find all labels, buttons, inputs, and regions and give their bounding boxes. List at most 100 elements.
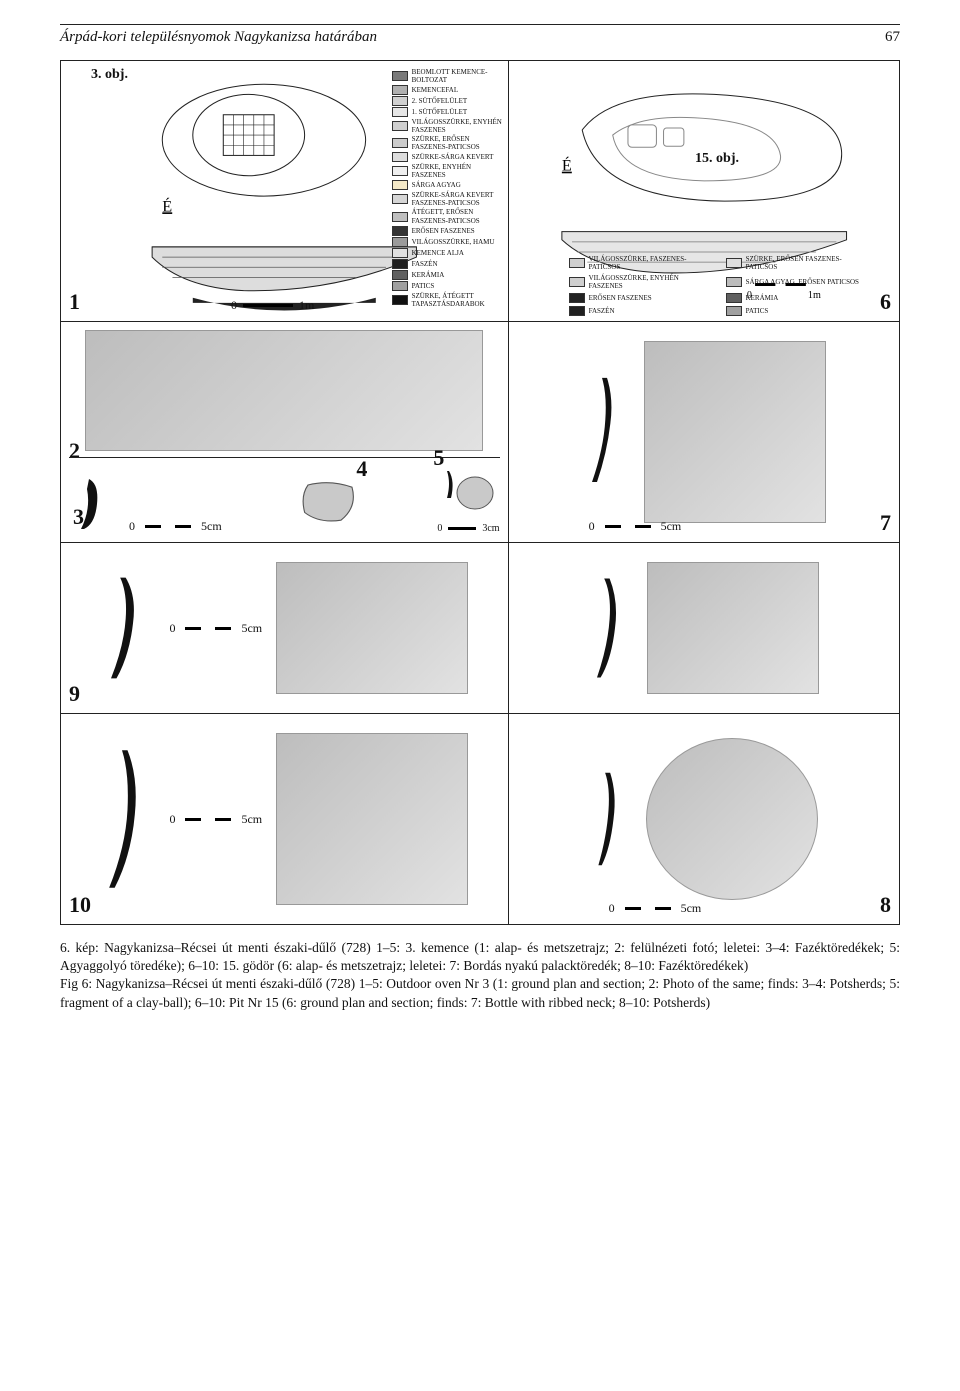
legend-label: BEOMLOTT KEMENCE-BOLTOZAT: [412, 68, 504, 84]
legend-swatch-icon: [569, 258, 585, 268]
legend-swatch-icon: [392, 96, 408, 106]
panel-1: 3. obj. 1 É BEOMLOTT KEMENCE: [61, 61, 509, 321]
scale-5cm-7: 0 5cm: [589, 519, 682, 534]
legend-label: SZÜRKE-SÁRGA KEVERT: [412, 153, 494, 161]
fig-number-4: 4: [356, 456, 367, 482]
sherd-profile-8: [590, 744, 632, 894]
legend-item: SZÜRKE-SÁRGA KEVERT FASZENES-PATICSOS: [392, 191, 504, 207]
photo-rim-9: [276, 562, 468, 694]
legend-swatch-icon: [392, 270, 408, 280]
legend-item: 2. SÜTŐFELÜLET: [392, 96, 504, 106]
legend-swatch-icon: [392, 259, 408, 269]
photo-oven: [85, 330, 483, 451]
sherd-4: [290, 474, 370, 529]
legend-item: KERÁMIA: [392, 270, 504, 280]
scale-dash-icon: [605, 525, 621, 528]
legend-swatch-icon: [569, 277, 585, 287]
clayball-5: [437, 463, 497, 518]
legend-item: SÁRGA AGYAG, ERŐSEN PATICSOS: [726, 274, 869, 290]
panel-2-3-4-5: 2 3 0 5cm 4: [61, 322, 509, 542]
legend-item: KEMENCEFAL: [392, 85, 504, 95]
legend-label: VILÁGOSSZÜRKE, FASZENES-PATICSOS: [589, 255, 712, 271]
scale-1m-left: 0 1m: [231, 298, 314, 313]
legend-swatch-icon: [392, 180, 408, 190]
legend-label: SZÜRKE, ERŐSEN FASZENES-PATICSOS: [746, 255, 869, 271]
figure-plate: 3. obj. 1 É BEOMLOTT KEMENCE: [60, 60, 900, 925]
legend-label: PATICS: [412, 282, 435, 290]
legend-item: ERŐSEN FASZENES: [569, 293, 712, 303]
scale-dash-icon: [655, 907, 671, 910]
legend-item: SZÜRKE, ERŐSEN FASZENES-PATICSOS: [726, 255, 869, 271]
panel-6: 15. obj. 6 É 0 1m: [509, 61, 899, 321]
bottle-profile-7: [582, 342, 632, 522]
legend-label: SZÜRKE-SÁRGA KEVERT FASZENES-PATICSOS: [412, 191, 504, 207]
legend-label: SZÜRKE, ÁTÉGETT TAPASZTÁSDARABOK: [412, 292, 504, 308]
legend-label: FASZÉN: [412, 260, 438, 268]
legend-label: SZÜRKE, ENYHÉN FASZENES: [412, 163, 504, 179]
legend-item: 1. SÜTŐFELÜLET: [392, 107, 504, 117]
photo-sherd-8a: [647, 562, 819, 694]
panel-8: 8 0 5cm: [509, 714, 899, 924]
page-number: 67: [885, 29, 900, 46]
running-title: Árpád-kori településnyomok Nagykanizsa h…: [60, 29, 377, 46]
figure-caption: 6. kép: Nagykanizsa–Récsei út menti észa…: [60, 939, 900, 1012]
fig-number-1: 1: [69, 289, 80, 315]
caption-hu: 6. kép: Nagykanizsa–Récsei út menti észa…: [60, 940, 900, 973]
legend-item: FASZÉN: [569, 306, 712, 316]
legend-swatch-icon: [392, 166, 408, 176]
legend-item: SZÜRKE, ERŐSEN FASZENES-PATICSOS: [392, 135, 504, 151]
legend-label: VILÁGOSSZÜRKE, ENYHÉN FASZENES: [412, 118, 504, 134]
fig-number-6: 6: [880, 289, 891, 315]
legend-label: VILÁGOSSZÜRKE, ENYHÉN FASZENES: [589, 274, 712, 290]
running-header: Árpád-kori településnyomok Nagykanizsa h…: [60, 29, 900, 46]
legend-swatch-icon: [392, 121, 408, 131]
legend-label: SÁRGA AGYAG, ERŐSEN PATICSOS: [746, 278, 859, 286]
page: Árpád-kori településnyomok Nagykanizsa h…: [0, 0, 960, 1052]
sherd-profile-10: [100, 729, 155, 909]
legend-label: ERŐSEN FASZENES: [589, 294, 652, 302]
scale-5cm-9: 0 5cm: [169, 621, 262, 636]
legend-right: VILÁGOSSZÜRKE, FASZENES-PATICSOS SZÜRKE, …: [569, 254, 869, 317]
panel-9: 9 0 5cm: [61, 543, 509, 713]
compass-arrow-icon: É: [561, 156, 571, 175]
legend-swatch-icon: [392, 71, 408, 81]
legend-label: SZÜRKE, ERŐSEN FASZENES-PATICSOS: [412, 135, 504, 151]
fig-number-7: 7: [880, 510, 891, 536]
scale-dash-icon: [215, 818, 231, 821]
legend-swatch-icon: [392, 212, 408, 222]
photo-bottle-neck: [644, 341, 826, 523]
photo-sherd-10: [276, 733, 468, 905]
compass-arrow-icon: É: [162, 196, 172, 215]
scale-bar-icon: [448, 527, 476, 530]
legend-label: KEMENCEFAL: [412, 86, 459, 94]
legend-swatch-icon: [392, 295, 408, 305]
legend-label: VILÁGOSSZÜRKE, HAMU: [412, 238, 495, 246]
legend-item: KEMENCE ALJA: [392, 248, 504, 258]
obj-label-3: 3. obj.: [91, 67, 128, 83]
legend-label: 1. SÜTŐFELÜLET: [412, 108, 468, 116]
legend-label: KEMENCE ALJA: [412, 249, 464, 257]
fig-number-9: 9: [69, 681, 80, 707]
scale-bar-icon: [243, 304, 293, 307]
scale-5cm-10: 0 5cm: [169, 812, 262, 827]
legend-swatch-icon: [726, 293, 742, 303]
scale-dash-icon: [145, 525, 161, 528]
legend-item: SZÜRKE-SÁRGA KEVERT: [392, 152, 504, 162]
obj-label-15: 15. obj.: [695, 151, 739, 167]
legend-swatch-icon: [392, 194, 408, 204]
legend-item: PATICS: [726, 306, 869, 316]
panel-7: 7 0 5cm: [509, 322, 899, 542]
legend-item: FASZÉN: [392, 259, 504, 269]
legend-swatch-icon: [392, 107, 408, 117]
legend-label: ÁTÉGETT, ERŐSEN FASZENES-PATICSOS: [412, 208, 504, 224]
fig-number-3: 3: [73, 504, 84, 530]
legend-swatch-icon: [392, 281, 408, 291]
legend-item: PATICS: [392, 281, 504, 291]
photo-stamped-base-8: [646, 738, 818, 900]
scale-dash-icon: [215, 627, 231, 630]
legend-label: KERÁMIA: [746, 294, 779, 302]
panel-8-upper: [509, 543, 899, 713]
scale-dash-icon: [625, 907, 641, 910]
legend-label: PATICS: [746, 307, 769, 315]
legend-item: ERŐSEN FASZENES: [392, 226, 504, 236]
